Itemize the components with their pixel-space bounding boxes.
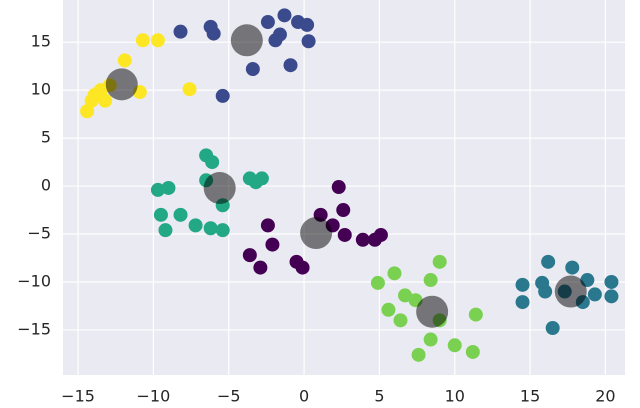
point — [468, 307, 483, 322]
point — [265, 237, 280, 252]
point — [465, 344, 480, 359]
point — [268, 33, 283, 48]
point — [84, 93, 99, 108]
point — [153, 207, 168, 222]
point — [277, 8, 292, 23]
point — [260, 218, 275, 233]
point — [291, 15, 306, 30]
point — [373, 227, 388, 242]
point — [381, 302, 396, 317]
centroid — [230, 24, 263, 57]
y-tick-label: 10 — [31, 80, 51, 99]
point — [206, 26, 221, 41]
point — [158, 223, 173, 238]
point — [283, 58, 298, 73]
point — [253, 260, 268, 275]
x-tick-label: 15 — [520, 387, 540, 406]
y-tick-label: 5 — [41, 128, 51, 147]
y-tick-label: 0 — [41, 176, 51, 195]
y-tick-label: −5 — [27, 224, 51, 243]
point — [515, 295, 530, 310]
point — [447, 338, 462, 353]
point — [541, 254, 556, 269]
point — [587, 287, 602, 302]
point — [301, 34, 316, 49]
point — [80, 104, 95, 119]
point — [387, 266, 402, 281]
point — [173, 24, 188, 39]
x-tick-label: −5 — [217, 387, 241, 406]
point — [295, 260, 310, 275]
point — [98, 93, 113, 108]
point — [604, 289, 619, 304]
point — [188, 218, 203, 233]
point — [242, 248, 257, 263]
x-tick-label: −15 — [61, 387, 95, 406]
point — [215, 88, 230, 103]
point — [565, 260, 580, 275]
point — [545, 321, 560, 336]
point — [331, 180, 346, 195]
point — [370, 275, 385, 290]
point — [150, 182, 165, 197]
centroid — [105, 68, 138, 101]
point — [337, 227, 352, 242]
point — [173, 207, 188, 222]
centroid — [416, 295, 449, 328]
point — [215, 223, 230, 238]
point — [203, 221, 218, 236]
point — [336, 203, 351, 218]
centroid — [203, 171, 236, 204]
x-tick-label: 5 — [374, 387, 384, 406]
point — [393, 313, 408, 328]
y-tick-label: 15 — [31, 32, 51, 51]
point — [260, 15, 275, 30]
centroid — [554, 275, 587, 308]
y-tick-label: −10 — [17, 271, 51, 290]
x-tick-label: −10 — [137, 387, 171, 406]
point — [423, 332, 438, 347]
point — [150, 33, 165, 48]
point — [117, 53, 132, 68]
point — [411, 347, 426, 362]
point — [423, 273, 438, 288]
point — [248, 175, 263, 190]
y-tick-label: −15 — [17, 319, 51, 338]
x-tick-label: 10 — [445, 387, 465, 406]
point — [538, 284, 553, 299]
point — [135, 33, 150, 48]
point — [245, 62, 260, 77]
x-tick-label: 20 — [595, 387, 615, 406]
centroid — [300, 217, 333, 250]
point — [604, 274, 619, 289]
point — [515, 277, 530, 292]
x-tick-label: 0 — [299, 387, 309, 406]
point — [161, 180, 176, 195]
point — [182, 82, 197, 97]
point — [432, 254, 447, 269]
point — [355, 232, 370, 247]
point — [398, 288, 413, 303]
point — [205, 155, 220, 170]
